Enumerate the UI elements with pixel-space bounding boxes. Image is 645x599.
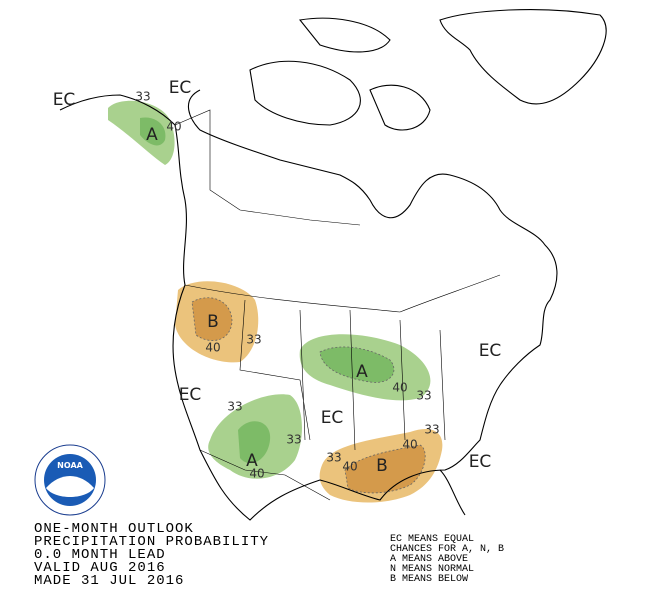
map-label: B <box>376 456 388 476</box>
contours <box>191 297 426 494</box>
coastline <box>369 84 431 131</box>
map-labels: EC EC 33 40 A B 40 33 EC 33 A 33 40 EC A… <box>53 78 502 481</box>
map-label: EC <box>469 452 492 472</box>
map-label: 40 <box>342 460 357 474</box>
map-label: 40 <box>249 467 264 481</box>
legend-line: A MEANS ABOVE <box>390 554 468 565</box>
legend-line: B MEANS BELOW <box>390 574 468 585</box>
contour <box>191 297 233 341</box>
map-label: 40 <box>402 438 417 452</box>
logo-text: NOAA <box>57 461 83 470</box>
map-label: 33 <box>416 389 431 403</box>
below-core <box>192 297 232 341</box>
border <box>199 449 331 501</box>
title-line: 0.0 MONTH LEAD <box>34 547 166 563</box>
borders <box>174 109 501 501</box>
coastline <box>249 60 361 126</box>
map-label: 40 <box>205 341 220 355</box>
map-label: B <box>207 312 219 332</box>
border <box>239 299 446 451</box>
map-label: 33 <box>286 433 301 447</box>
map-label: EC <box>53 90 76 110</box>
coastline <box>59 89 558 521</box>
probability-areas <box>108 100 443 503</box>
border <box>184 274 501 313</box>
below-core <box>345 445 426 493</box>
map-label: 33 <box>246 333 261 347</box>
coastline <box>439 469 466 516</box>
legend-line: EC MEANS EQUAL <box>390 534 474 545</box>
map-label: A <box>146 125 158 145</box>
title-line: VALID AUG 2016 <box>34 560 166 576</box>
border <box>174 109 361 226</box>
legend-line: N MEANS NORMAL <box>390 564 474 575</box>
title-line: PRECIPITATION PROBABILITY <box>34 534 269 550</box>
title-line: ONE-MONTH OUTLOOK <box>34 521 194 537</box>
map-label: 33 <box>135 90 150 104</box>
map-label: 33 <box>227 400 242 414</box>
above-core <box>140 117 166 146</box>
coastline <box>298 17 391 53</box>
map-label: 40 <box>392 381 407 395</box>
map-label: EC <box>321 408 344 428</box>
map-label: A <box>246 451 258 471</box>
map-label: 33 <box>424 423 439 437</box>
map-label: EC <box>479 341 502 361</box>
title-line: MADE 31 JUL 2016 <box>34 573 184 589</box>
coastlines <box>59 8 607 521</box>
above-core <box>238 421 271 464</box>
map-label: 33 <box>326 451 341 465</box>
map-label: 40 <box>166 120 181 134</box>
map-label: A <box>356 362 368 382</box>
noaa-logo: NOAA <box>34 444 106 516</box>
coastline <box>439 8 607 105</box>
legend: EC MEANS EQUAL CHANCES FOR A, N, B A MEA… <box>390 534 504 585</box>
map-label: EC <box>169 78 192 98</box>
legend-line: CHANCES FOR A, N, B <box>390 544 504 555</box>
title-block: ONE-MONTH OUTLOOK PRECIPITATION PROBABIL… <box>34 521 269 589</box>
map-label: EC <box>179 385 202 405</box>
above-core <box>320 346 394 383</box>
logo-gull <box>46 476 94 497</box>
